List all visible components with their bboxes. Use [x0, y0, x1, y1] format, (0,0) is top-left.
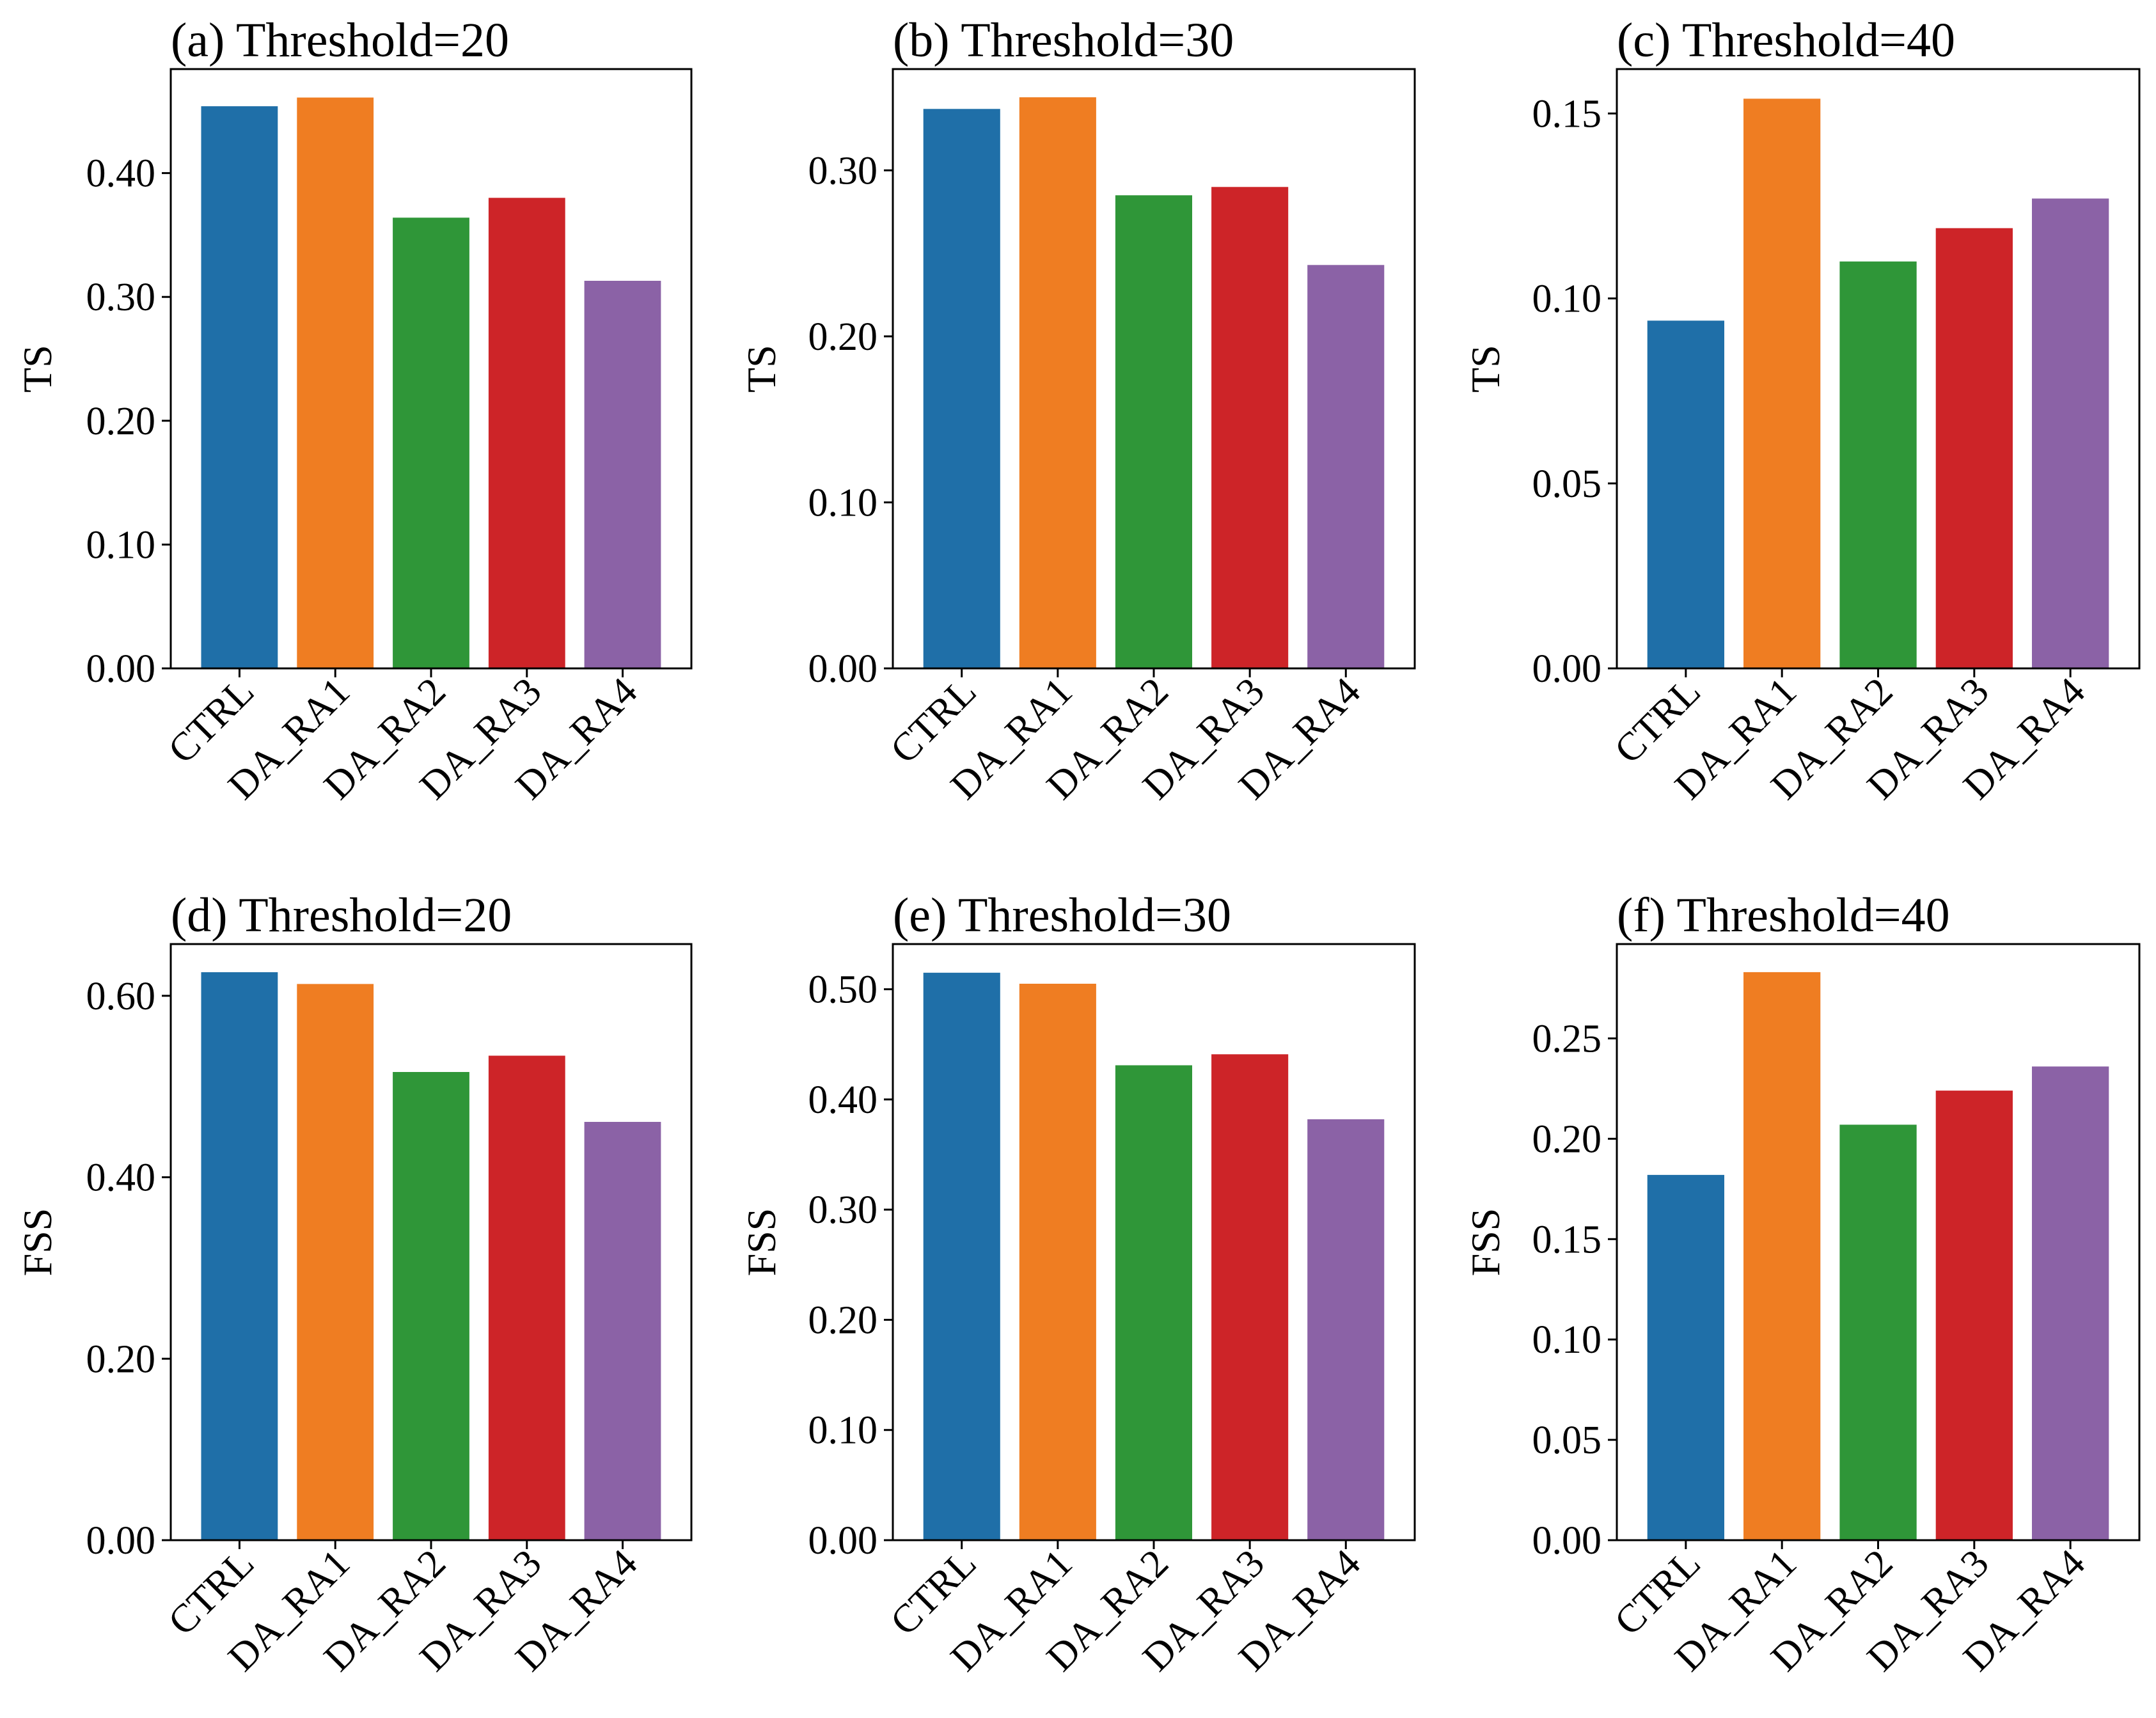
y-tick-label: 0.10: [1532, 278, 1602, 321]
bar-da-ra1: [1743, 99, 1821, 669]
bar-da-ra2: [1839, 1124, 1917, 1540]
y-tick-label: 0.15: [1532, 92, 1602, 136]
bar-da-ra3: [1935, 228, 2013, 668]
bar-ctrl: [923, 109, 1000, 669]
bar-da-ra4: [2032, 1066, 2109, 1540]
bar-da-ra4: [1307, 1119, 1385, 1540]
bar-da-ra1: [1743, 972, 1821, 1540]
y-axis-label: TS: [739, 345, 784, 393]
bar-ctrl: [1647, 1174, 1724, 1540]
panel-title: (e) Threshold=30: [893, 888, 1231, 942]
bar-da-ra1: [1019, 97, 1096, 669]
y-tick-label: 0.20: [86, 1337, 156, 1381]
y-tick-label: 0.00: [1532, 1519, 1602, 1563]
bar-da-ra2: [1115, 195, 1192, 668]
bar-da-ra1: [297, 984, 374, 1540]
axes-frame: [169, 68, 693, 670]
bar-da-ra4: [584, 281, 661, 668]
y-tick-label: 0.50: [808, 968, 878, 1012]
y-tick-label: 0.10: [808, 1409, 878, 1453]
y-tick-label: 0.05: [1532, 462, 1602, 506]
bar-da-ra3: [1211, 1054, 1289, 1540]
axes-frame: [892, 68, 1416, 670]
y-axis-label: FSS: [739, 1208, 784, 1277]
y-tick-label: 0.20: [808, 1298, 878, 1342]
bar-da-ra2: [1115, 1065, 1192, 1540]
bar-da-ra2: [1839, 261, 1917, 668]
bar-ctrl: [201, 972, 278, 1540]
bar-da-ra3: [1935, 1091, 2013, 1540]
bar-da-ra4: [584, 1122, 661, 1540]
bar-da-ra2: [393, 217, 469, 668]
bar-da-ra3: [1211, 187, 1289, 668]
y-tick-label: 0.20: [808, 315, 878, 359]
y-tick-label: 0.40: [86, 152, 156, 196]
y-tick-label: 0.00: [1532, 647, 1602, 691]
y-tick-label: 0.10: [86, 523, 156, 567]
y-tick-label: 0.30: [808, 149, 878, 193]
panel-title: (c) Threshold=40: [1617, 13, 1955, 67]
bar-da-ra4: [1307, 265, 1385, 668]
y-tick-label: 0.30: [86, 276, 156, 319]
y-tick-label: 0.60: [86, 975, 156, 1018]
panel-title: (b) Threshold=30: [893, 13, 1234, 67]
bar-da-ra2: [393, 1072, 469, 1540]
panel-e: CTRLDA_RA1DA_RA2DA_RA3DA_RA40.000.100.20…: [739, 888, 1416, 1680]
panel-c: CTRLDA_RA1DA_RA2DA_RA3DA_RA40.000.050.10…: [1463, 13, 2141, 808]
bar-ctrl: [201, 106, 278, 669]
y-tick-label: 0.25: [1532, 1017, 1602, 1060]
bar-ctrl: [1647, 320, 1724, 668]
y-tick-label: 0.15: [1532, 1218, 1602, 1261]
y-tick-label: 0.05: [1532, 1419, 1602, 1462]
bar-da-ra1: [297, 97, 374, 668]
y-tick-label: 0.10: [808, 481, 878, 524]
panel-b: CTRLDA_RA1DA_RA2DA_RA3DA_RA40.000.100.20…: [739, 13, 1416, 808]
y-tick-label: 0.20: [86, 400, 156, 443]
bar-da-ra1: [1019, 984, 1096, 1540]
axes-frame: [1616, 943, 2141, 1541]
y-axis-label: TS: [1463, 345, 1508, 393]
bar-da-ra3: [488, 198, 565, 668]
axes-frame: [1616, 68, 2141, 670]
bar-ctrl: [923, 972, 1000, 1540]
y-axis-label: FSS: [15, 1208, 60, 1277]
panel-a: CTRLDA_RA1DA_RA2DA_RA3DA_RA40.000.100.20…: [15, 13, 693, 808]
y-tick-label: 0.40: [808, 1078, 878, 1122]
y-axis-label: FSS: [1463, 1208, 1508, 1277]
y-tick-label: 0.00: [86, 647, 156, 691]
panel-d: CTRLDA_RA1DA_RA2DA_RA3DA_RA40.000.200.40…: [15, 888, 693, 1680]
y-tick-label: 0.40: [86, 1156, 156, 1200]
y-tick-label: 0.00: [808, 647, 878, 691]
panel-title: (a) Threshold=20: [171, 13, 509, 67]
y-tick-label: 0.10: [1532, 1318, 1602, 1362]
axes-frame: [892, 943, 1416, 1541]
panel-title: (d) Threshold=20: [171, 888, 512, 942]
y-tick-label: 0.00: [86, 1519, 156, 1563]
y-tick-label: 0.30: [808, 1188, 878, 1232]
y-tick-label: 0.00: [808, 1519, 878, 1563]
axes-frame: [169, 943, 693, 1541]
y-axis-label: TS: [15, 345, 60, 393]
panel-f: CTRLDA_RA1DA_RA2DA_RA3DA_RA40.000.050.10…: [1463, 888, 2141, 1680]
y-tick-label: 0.20: [1532, 1117, 1602, 1161]
bar-da-ra4: [2032, 198, 2109, 668]
panel-title: (f) Threshold=40: [1617, 888, 1950, 942]
bar-da-ra3: [488, 1055, 565, 1540]
